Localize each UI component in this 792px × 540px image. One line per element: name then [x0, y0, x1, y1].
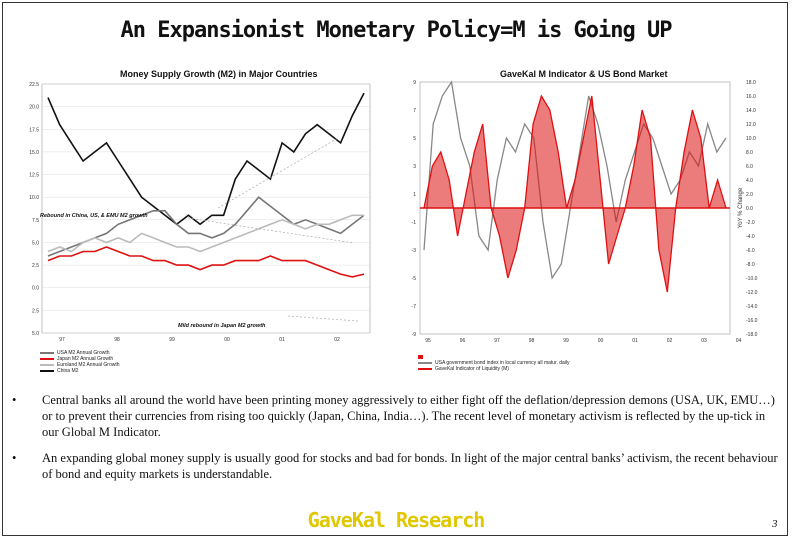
- x-tick-label: 99: [563, 338, 569, 344]
- y-tick-label-left: -9: [412, 332, 417, 338]
- y-tick-label-left: 1: [413, 192, 416, 198]
- series-line: [47, 246, 365, 278]
- x-tick-label: 96: [460, 338, 466, 344]
- y-tick-label-right: -6.0: [746, 248, 755, 254]
- y-tick-label-right: 16.0: [746, 94, 756, 100]
- indicator-area: [424, 96, 726, 292]
- slide-title: An Expansionist Monetary Policy=M is Goi…: [120, 18, 672, 43]
- right-chart-title: GaveKal M Indicator & US Bond Market: [500, 69, 668, 79]
- x-tick-label: 98: [114, 337, 120, 343]
- y-tick-label: 22.5: [29, 82, 39, 88]
- x-tick-label: 03: [701, 338, 707, 344]
- annotation-top: Rebound in China, US, & EMU M2 growth: [40, 213, 148, 219]
- bullet-list: • Central banks all around the world hav…: [12, 392, 782, 492]
- page-number: 3: [772, 518, 778, 530]
- y-tick-label-left: 5: [413, 136, 416, 142]
- y-tick-label-right: 18.0: [746, 80, 756, 86]
- y-tick-label: 2.5: [32, 308, 39, 314]
- x-tick-label: 97: [59, 337, 65, 343]
- y-tick-label-right: -4.0: [746, 234, 755, 240]
- x-tick-label: 98: [529, 338, 535, 344]
- y-tick-label-right: -12.0: [746, 290, 758, 296]
- y-tick-label: 20.0: [29, 105, 39, 111]
- x-tick-label: 01: [279, 337, 285, 343]
- right-axis-label: YoY % Change: [738, 187, 744, 228]
- y-tick-label-left: -3: [412, 248, 417, 254]
- y-tick-label-right: -14.0: [746, 304, 758, 310]
- legend-item-china: China M2: [40, 368, 120, 374]
- y-tick-label-right: 6.0: [746, 164, 753, 170]
- bullet-marker: •: [12, 451, 17, 465]
- trend-arrow: [187, 217, 355, 244]
- y-tick-label-right: -10.0: [746, 276, 758, 282]
- legend-item-japan: Japan M2 Annual Growth: [40, 356, 120, 362]
- bullet-text: An expanding global money supply is usua…: [42, 451, 778, 481]
- x-tick-label: 01: [632, 338, 638, 344]
- y-tick-label-right: -8.0: [746, 262, 755, 268]
- y-tick-label: 2.5: [32, 263, 39, 269]
- y-tick-label-left: -1: [412, 220, 417, 226]
- series-line: [47, 214, 364, 253]
- y-tick-label-right: -2.0: [746, 220, 755, 226]
- y-tick-label-right: 4.0: [746, 178, 753, 184]
- trend-arrow: [287, 315, 359, 322]
- x-tick-label: 04: [736, 338, 742, 344]
- y-tick-label-right: 14.0: [746, 108, 756, 114]
- right-chart-legend: USA government bond index in local curre…: [418, 354, 570, 372]
- legend-item-indicator: GaveKal Indicator of Liquidity (M): [418, 366, 570, 372]
- y-tick-label-left: 7: [413, 108, 416, 114]
- x-tick-label: 02: [334, 337, 340, 343]
- bullet-item: • An expanding global money supply is us…: [12, 450, 782, 482]
- y-tick-label: 15.0: [29, 150, 39, 156]
- footer-brand: GaveKal Research: [307, 508, 486, 532]
- y-tick-label-left: -5: [412, 276, 417, 282]
- legend-item-usa: USA M2 Annual Growth: [40, 350, 120, 356]
- legend-item-marker: [418, 354, 570, 360]
- series-line: [47, 92, 365, 226]
- left-chart: 5.0 2.5 0.0 2.5 5.0 7.5 10.0 12.5 15.0 17.5 20.0 22…: [29, 82, 371, 343]
- y-tick-label-left: 3: [413, 164, 416, 170]
- y-tick-label: 5.0: [32, 331, 39, 337]
- plot-area: [41, 83, 371, 334]
- y-tick-label-left: 9: [413, 80, 416, 86]
- x-tick-label: 95: [425, 338, 431, 344]
- y-tick-label-right: 0.0: [746, 206, 753, 212]
- y-tick-label-right: -18.0: [746, 332, 758, 338]
- right-chart: -9 -7 -5 -3 -1 1 3 5 7 9 -18.0 -16.0 -14.0 -12.0 -10.0…: [412, 80, 758, 344]
- x-tick-label: 99: [169, 337, 175, 343]
- y-tick-label: 5.0: [32, 240, 39, 246]
- bullet-text: Central banks all around the world have …: [42, 393, 775, 439]
- y-tick-label: 7.5: [32, 218, 39, 224]
- bullet-item: • Central banks all around the world hav…: [12, 392, 782, 440]
- y-tick-label-right: 2.0: [746, 192, 753, 198]
- left-chart-title: Money Supply Growth (M2) in Major Countr…: [120, 69, 318, 79]
- series-line: [47, 196, 365, 257]
- x-tick-label: 02: [667, 338, 673, 344]
- legend-item-euro: Euroland M2 Annual Growth: [40, 362, 120, 368]
- y-tick-label: 17.5: [29, 127, 39, 133]
- y-tick-label: 12.5: [29, 173, 39, 179]
- bullet-marker: •: [12, 393, 17, 407]
- y-tick-label: 0.0: [32, 286, 39, 292]
- y-tick-label-right: -16.0: [746, 318, 758, 324]
- left-chart-legend: USA M2 Annual Growth Japan M2 Annual Gro…: [40, 350, 120, 374]
- x-tick-label: 00: [598, 338, 604, 344]
- legend-item-bond: USA government bond index in local curre…: [418, 360, 570, 366]
- trend-arrow: [217, 137, 339, 209]
- y-tick-label-right: 12.0: [746, 122, 756, 128]
- y-tick-label-left: -7: [412, 304, 417, 310]
- annotation-bottom: Mild rebound in Japan M2 growth: [178, 323, 266, 329]
- y-tick-label-right: 10.0: [746, 136, 756, 142]
- x-tick-label: 00: [224, 337, 230, 343]
- x-tick-label: 97: [494, 338, 500, 344]
- y-tick-label: 10.0: [29, 195, 39, 201]
- y-tick-label-right: 8.0: [746, 150, 753, 156]
